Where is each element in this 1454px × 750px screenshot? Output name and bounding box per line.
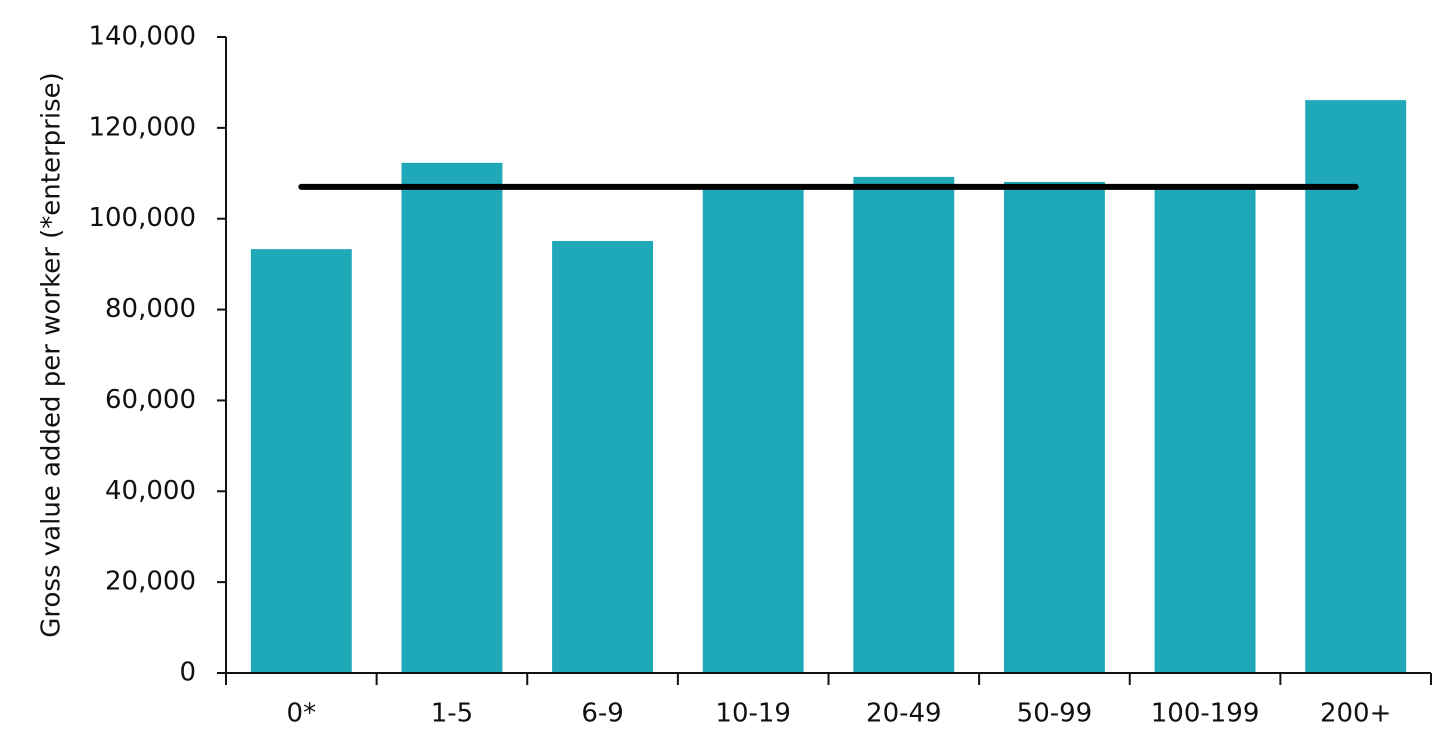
y-tick-label: 100,000 [88,203,196,233]
bar [1305,100,1407,674]
x-tick-label: 1-5 [431,699,473,729]
x-tick-label: 50-99 [1017,699,1093,729]
y-tick-label: 120,000 [88,112,196,142]
y-axis-title: Gross value added per worker (*enterpris… [37,72,67,638]
bar [401,162,503,673]
y-tick-label: 80,000 [105,294,196,324]
bar [552,240,654,673]
x-tick-label: 10-19 [715,699,791,729]
bar [702,189,804,673]
y-tick-label: 0 [179,658,196,688]
y-tick-label: 40,000 [105,476,196,506]
x-tick-label: 200+ [1320,699,1391,729]
y-tick-label: 60,000 [105,385,196,415]
y-tick-label: 140,000 [88,22,196,52]
y-tick-label: 20,000 [105,567,196,597]
bar [250,249,352,673]
x-tick-label: 0* [287,699,317,729]
bar [1154,189,1256,673]
x-tick-label: 20-49 [866,699,942,729]
bar [853,176,955,674]
x-tick-label: 100-199 [1151,699,1260,729]
x-tick-label: 6-9 [581,699,623,729]
bar [1003,181,1105,673]
